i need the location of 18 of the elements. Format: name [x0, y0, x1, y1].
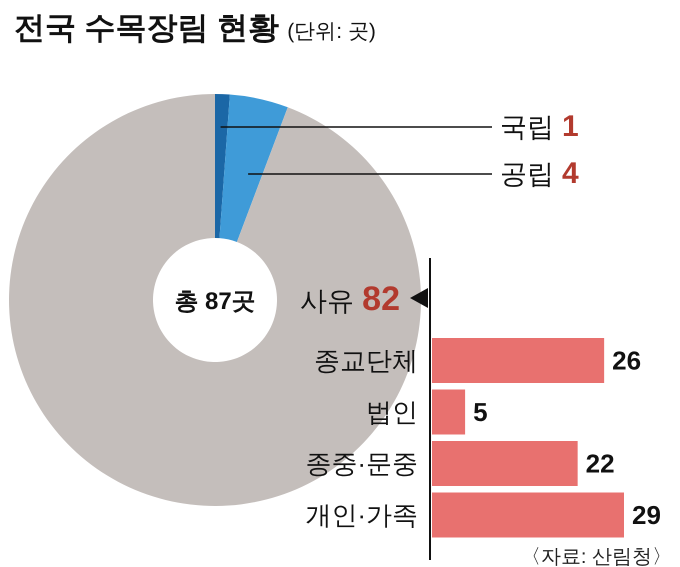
data-label: 4 — [562, 157, 579, 190]
slice-label: 공립 — [500, 159, 554, 189]
data-label: 5 — [473, 397, 488, 427]
slice-label: 사유 — [300, 286, 354, 316]
data-label: 29 — [632, 500, 661, 530]
data-label: 82 — [362, 280, 400, 318]
slice-label: 국립 — [500, 112, 554, 142]
text: 〈자료: 산림청〉 — [520, 546, 672, 567]
y-tick-label: 개인·가족 — [305, 500, 418, 530]
data-label: 26 — [612, 346, 642, 376]
data-label: 22 — [586, 448, 615, 478]
chart-title: 전국 수목장림 현황 — [14, 10, 280, 45]
y-tick-label: 종교단체 — [314, 346, 418, 376]
chart-subtitle: (단위: 곳) — [287, 20, 376, 43]
text: 총 87곳 — [174, 288, 256, 315]
data-label: 1 — [562, 110, 579, 143]
y-tick-label: 법인 — [366, 397, 418, 427]
y-tick-label: 종중·문중 — [305, 448, 418, 478]
